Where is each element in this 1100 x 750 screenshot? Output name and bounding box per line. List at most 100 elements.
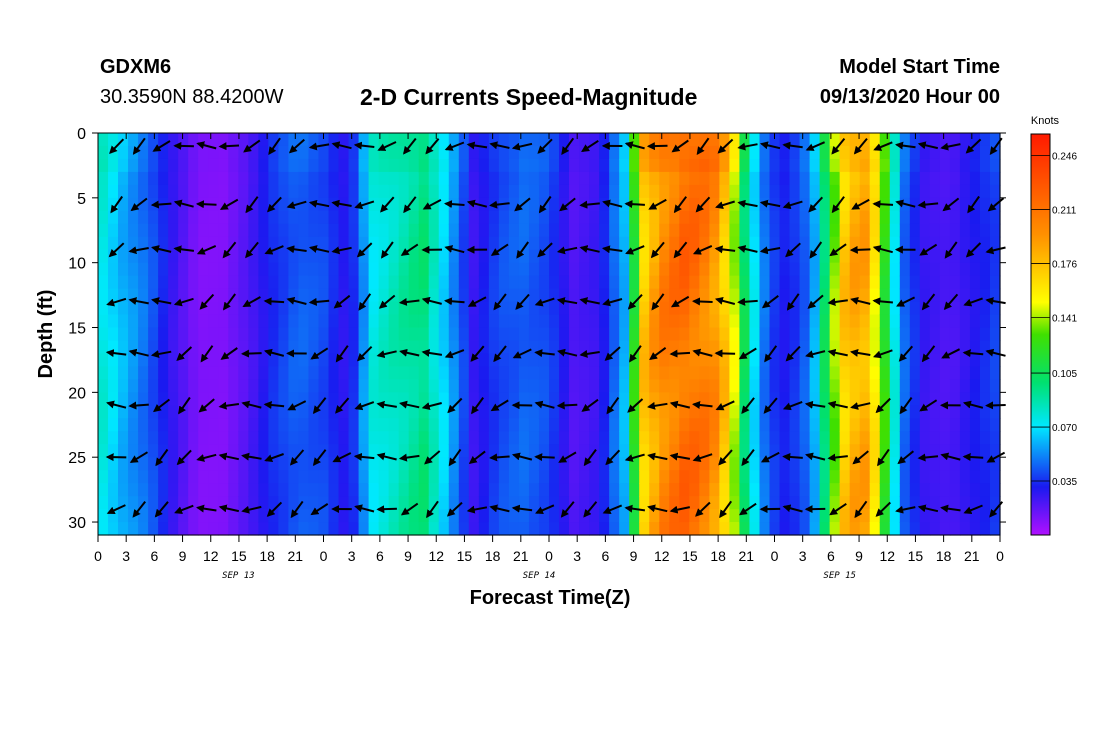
heatmap-cell bbox=[138, 379, 149, 393]
heatmap-cell bbox=[358, 288, 370, 303]
heatmap-cell bbox=[358, 522, 370, 536]
heatmap-cell bbox=[218, 210, 229, 225]
heatmap-cell bbox=[659, 353, 670, 368]
heatmap-cell bbox=[859, 197, 871, 212]
heatmap-cell bbox=[228, 275, 239, 290]
current-vector bbox=[692, 401, 713, 409]
heatmap-cell bbox=[819, 366, 831, 380]
heatmap-cell bbox=[969, 184, 981, 199]
heatmap-cell bbox=[769, 262, 781, 277]
heatmap-cell bbox=[679, 379, 690, 393]
heatmap-cell bbox=[258, 171, 269, 186]
heatmap-cell bbox=[208, 522, 219, 536]
heatmap-cell bbox=[799, 210, 811, 225]
heatmap-cell bbox=[689, 236, 700, 251]
heatmap-cell bbox=[559, 288, 570, 303]
heatmap-cell bbox=[989, 275, 1001, 290]
heatmap-cell bbox=[849, 340, 861, 355]
heatmap-cell bbox=[919, 145, 931, 160]
heatmap-cell bbox=[729, 444, 741, 458]
heatmap-cell bbox=[779, 366, 791, 380]
heatmap-cell bbox=[979, 197, 991, 212]
heatmap-cell bbox=[428, 405, 440, 419]
heatmap-cell bbox=[428, 353, 440, 368]
heatmap-cell bbox=[829, 210, 841, 225]
heatmap-cell bbox=[659, 262, 670, 277]
heatmap-cell bbox=[799, 158, 811, 173]
current-vector bbox=[220, 347, 238, 360]
current-vector bbox=[106, 400, 127, 409]
heatmap-cell bbox=[268, 431, 279, 445]
heatmap-cell bbox=[619, 405, 630, 419]
heatmap-cell bbox=[549, 379, 560, 393]
heatmap-cell bbox=[208, 444, 219, 458]
current-vector bbox=[376, 505, 397, 514]
heatmap-cell bbox=[128, 223, 139, 238]
heatmap-cell bbox=[949, 470, 961, 484]
heatmap-cell bbox=[518, 431, 530, 445]
heatmap-cell bbox=[338, 223, 350, 238]
current-vector bbox=[601, 245, 623, 254]
heatmap-cell bbox=[338, 431, 350, 445]
heatmap-cell bbox=[689, 327, 700, 342]
heatmap-cell bbox=[128, 171, 139, 186]
heatmap-cell bbox=[488, 158, 500, 173]
heatmap-cell bbox=[669, 145, 680, 160]
heatmap-cell bbox=[458, 171, 470, 186]
heatmap-cell bbox=[949, 379, 961, 393]
heatmap-cell bbox=[478, 275, 490, 290]
heatmap-cell bbox=[959, 470, 971, 484]
heatmap-cell bbox=[789, 496, 801, 510]
heatmap-cell bbox=[258, 262, 269, 277]
heatmap-cell bbox=[478, 405, 490, 419]
heatmap-cell bbox=[278, 301, 290, 316]
heatmap-cell bbox=[639, 288, 650, 303]
heatmap-cell bbox=[599, 379, 610, 393]
current-vector bbox=[219, 198, 239, 210]
heatmap-cell bbox=[248, 133, 259, 147]
heatmap-cell bbox=[839, 509, 851, 523]
heatmap-cell bbox=[408, 353, 420, 368]
heatmap-cell bbox=[599, 197, 610, 212]
heatmap-cell bbox=[218, 444, 229, 458]
heatmap-cell bbox=[158, 457, 169, 471]
heatmap-cell bbox=[699, 418, 710, 432]
heatmap-cell bbox=[148, 275, 159, 290]
heatmap-cell bbox=[649, 405, 660, 419]
heatmap-cell bbox=[619, 457, 630, 471]
heatmap-cell bbox=[128, 236, 139, 251]
heatmap-cell bbox=[889, 392, 901, 406]
current-vector bbox=[289, 449, 305, 466]
heatmap-cell bbox=[659, 171, 670, 186]
heatmap-cell bbox=[749, 288, 761, 303]
heatmap-cell bbox=[729, 470, 741, 484]
y-tick-label: 25 bbox=[68, 450, 86, 467]
heatmap-cell bbox=[168, 262, 179, 277]
heatmap-cell bbox=[368, 314, 380, 329]
heatmap-cell bbox=[749, 392, 761, 406]
heatmap-cell bbox=[368, 457, 380, 471]
heatmap-cell bbox=[138, 171, 149, 186]
heatmap-cell bbox=[538, 405, 550, 419]
heatmap-cell bbox=[929, 457, 941, 471]
current-vector bbox=[241, 349, 262, 358]
heatmap-cell bbox=[729, 314, 741, 329]
heatmap-cell bbox=[108, 444, 119, 458]
current-vector bbox=[128, 297, 149, 305]
heatmap-cell bbox=[759, 210, 771, 225]
heatmap-cell bbox=[358, 158, 370, 173]
heatmap-cell bbox=[288, 236, 300, 251]
heatmap-cell bbox=[619, 145, 630, 160]
heatmap-cell bbox=[769, 314, 781, 329]
heatmap-cell bbox=[398, 405, 410, 419]
heatmap-cell bbox=[749, 509, 761, 523]
heatmap-cell bbox=[929, 288, 941, 303]
heatmap-cell bbox=[719, 340, 730, 355]
heatmap-cell bbox=[779, 171, 791, 186]
heatmap-cell bbox=[739, 301, 751, 316]
heatmap-cell bbox=[168, 470, 179, 484]
heatmap-cell bbox=[589, 314, 600, 329]
x-axis: 0 3 6 9 12 15 18 21 0 3 6 9 12 15 18 21 0 3 6 9 12 15 18 21 0 3 6 9… bbox=[94, 133, 1004, 564]
heatmap-cell bbox=[779, 262, 791, 277]
heatmap-cell bbox=[579, 405, 590, 419]
